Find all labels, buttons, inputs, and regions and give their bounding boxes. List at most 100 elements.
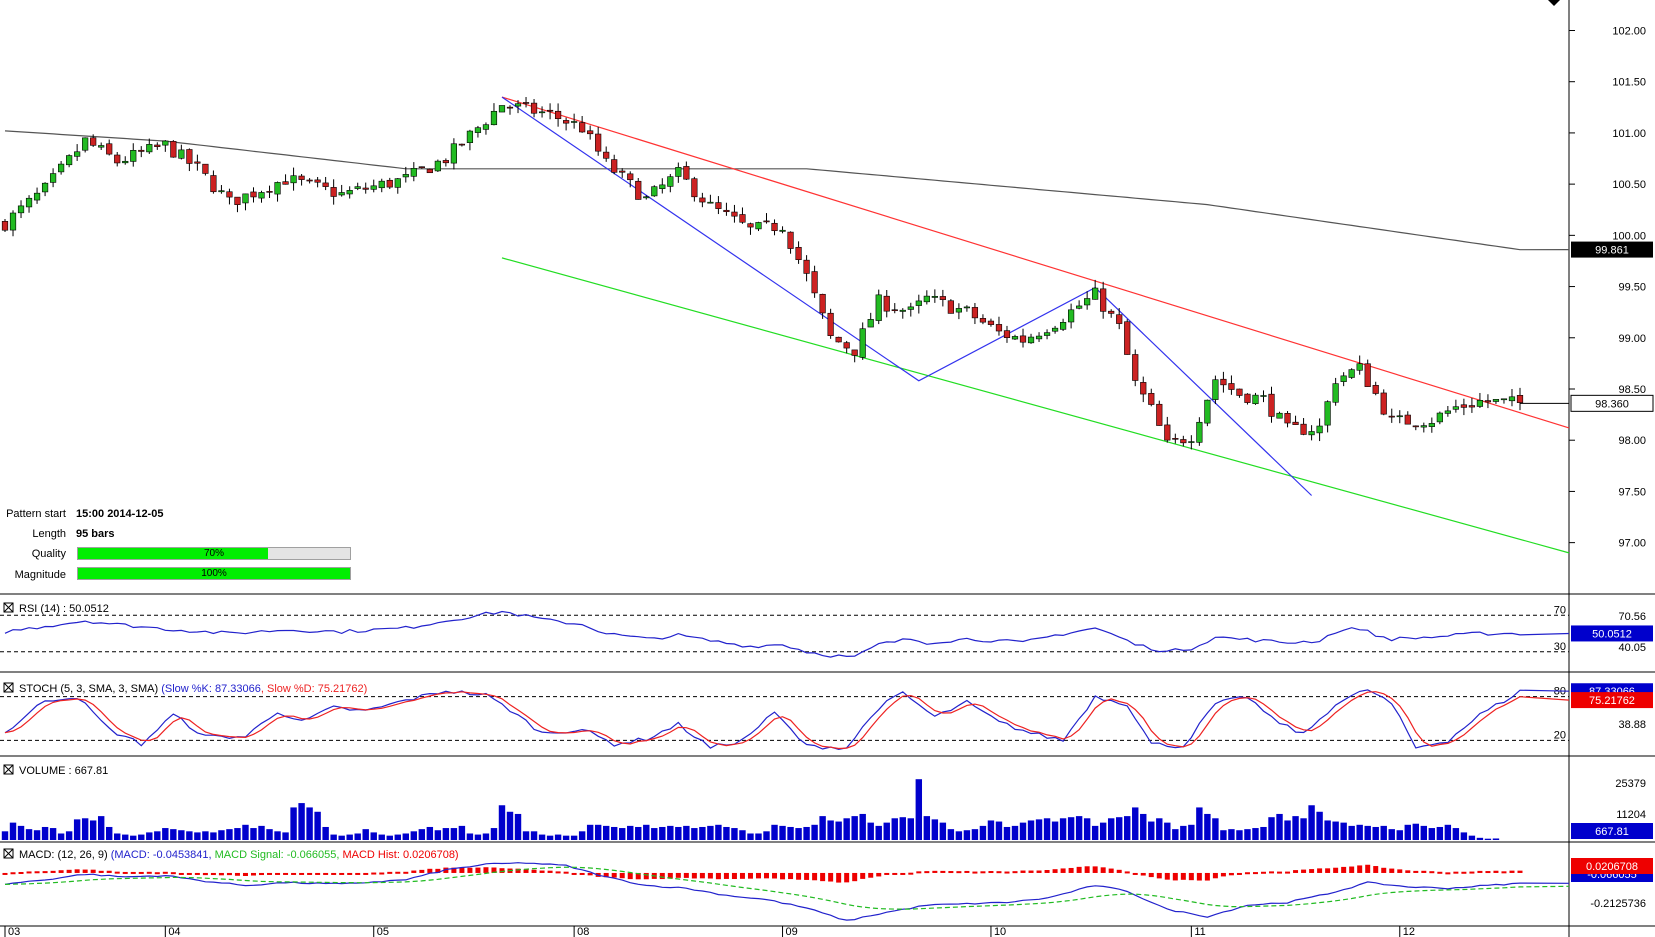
quality-bar: 70%	[77, 547, 351, 560]
volume-bar	[739, 830, 746, 840]
macd-hist-bar	[1060, 868, 1066, 873]
volume-bar	[947, 829, 955, 840]
macd-hist-bar	[26, 871, 32, 874]
volume-bar	[146, 832, 153, 840]
volume-bar	[410, 831, 418, 840]
bearish-candle	[1172, 438, 1179, 440]
volume-bar	[995, 821, 1003, 840]
volume-bar	[1212, 818, 1219, 840]
price-tick-label: 101.50	[1612, 77, 1646, 89]
macd-hist-bar	[363, 872, 369, 875]
bullish-candle	[1428, 423, 1435, 427]
volume-bar	[338, 835, 345, 840]
x-tick-label: 10	[994, 926, 1006, 937]
macd-hist-bar	[764, 872, 770, 879]
macd-hist-bar	[1188, 872, 1194, 881]
macd-hist-bar	[451, 867, 457, 873]
x-tick-label: 08	[577, 926, 589, 937]
volume-bar	[57, 833, 65, 840]
volume-bar	[1099, 822, 1107, 840]
volume-bar	[73, 819, 81, 840]
volume-bar	[1444, 824, 1452, 840]
bullish-candle	[1076, 305, 1083, 309]
bearish-candle	[731, 211, 738, 217]
macd-hist-bar	[395, 871, 401, 874]
macd-hist-bar	[996, 871, 1002, 874]
bullish-candle	[1196, 421, 1203, 443]
macd-hist-bar	[908, 872, 914, 875]
bullish-candle	[98, 145, 105, 148]
macd-hist-bar	[1068, 867, 1074, 873]
macd-hist-bar	[1429, 871, 1435, 874]
bullish-candle	[1059, 322, 1067, 330]
macd-hist-bar	[1236, 872, 1242, 875]
bearish-candle	[595, 133, 602, 152]
bearish-candle	[362, 187, 369, 190]
volume-bar	[1260, 826, 1267, 840]
bullish-candle	[1500, 398, 1508, 401]
pane-title: VOLUME : 667.81	[19, 765, 108, 777]
macd-hist-bar	[1204, 872, 1210, 881]
volume-bar	[883, 822, 890, 840]
volume-bar	[755, 833, 762, 840]
scroll-marker-icon[interactable]	[1548, 0, 1560, 6]
macd-hist-bar	[1517, 870, 1523, 873]
bearish-candle	[458, 143, 466, 146]
volume-bar	[330, 834, 337, 840]
bullish-candle	[9, 212, 17, 231]
macd-hist-bar	[964, 870, 970, 873]
volume-bar	[498, 805, 506, 840]
pattern-start-value: 15:00 2014-12-05	[76, 508, 164, 520]
volume-bar	[1492, 838, 1500, 840]
volume-bar	[1204, 813, 1211, 840]
macd-hist-bar	[1325, 868, 1331, 873]
stoch-d-legend: , Slow %D: 75.21762)	[261, 683, 367, 695]
bullish-candle	[1340, 375, 1347, 382]
volume-bar	[218, 830, 225, 840]
stoch-d-badge: 75.21762	[1589, 695, 1635, 707]
volume-bar	[979, 825, 987, 840]
macd-hist-bar	[475, 867, 481, 873]
volume-bar	[546, 835, 554, 840]
volume-bar	[1252, 828, 1259, 840]
macd-hist-bar	[723, 872, 729, 879]
volume-bar	[97, 816, 105, 840]
volume-bar	[362, 829, 369, 840]
bearish-candle	[322, 182, 329, 187]
macd-legend: (MACD: -0.0453841,	[111, 849, 215, 861]
bullish-candle	[1348, 369, 1355, 378]
bullish-candle	[963, 306, 971, 309]
bearish-candle	[619, 170, 626, 173]
bearish-candle	[1364, 363, 1371, 387]
macd-hist-bar	[58, 870, 64, 873]
bearish-candle	[530, 102, 538, 114]
volume-bar	[89, 820, 97, 840]
macd-hist-bar	[443, 867, 449, 873]
rsi-axis-label: 70.56	[1618, 611, 1646, 623]
macd-hist-bar	[226, 872, 232, 876]
macd-hist-bar	[1485, 871, 1491, 874]
bullish-candle	[122, 160, 129, 164]
bearish-candle	[579, 122, 586, 133]
bearish-candle	[795, 246, 802, 261]
volume-bar	[33, 830, 41, 840]
macd-hist-bar	[1317, 868, 1323, 873]
bearish-candle	[1404, 414, 1411, 425]
bullish-candle	[1316, 425, 1323, 434]
macd-hist-bar	[1212, 872, 1218, 879]
volume-bar	[851, 816, 858, 840]
volume-bar	[1300, 818, 1307, 840]
volume-bar	[675, 826, 682, 840]
moving-average-line	[4, 130, 1570, 251]
bullish-candle	[1444, 410, 1451, 414]
volume-bar	[114, 833, 121, 840]
macd-hist-bar	[1036, 870, 1042, 873]
volume-bar	[923, 816, 931, 840]
macd-hist-bar	[315, 872, 321, 875]
volume-bar	[1196, 807, 1203, 840]
volume-bar	[450, 828, 458, 840]
volume-bar	[1308, 805, 1315, 840]
macd-hist-bar	[659, 872, 665, 880]
pane-close-icon-stroke	[3, 682, 14, 693]
